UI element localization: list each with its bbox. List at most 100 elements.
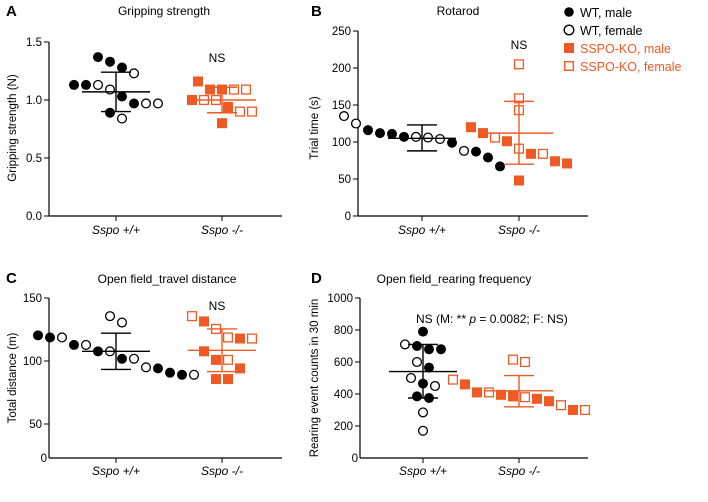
panel-c-wt-female-point: [128, 353, 140, 364]
panel-a-ko-male-point: [223, 101, 233, 112]
panel-c-xtick-label-ko: Sspo -/-: [201, 464, 243, 478]
panel-a-ko-female-point: [240, 84, 252, 95]
panel-c: C Open field_travel distance Total dista…: [6, 270, 282, 478]
panel-b-wt-female-point: [422, 132, 434, 143]
panel-c-yticks: 0 50 100 150: [23, 293, 49, 465]
panel-letter-b: B: [311, 3, 322, 20]
panel-b-ko-male-point: [550, 156, 560, 167]
legend: WT, male WT, female SSPO-KO, male SSPO-K…: [563, 6, 681, 74]
panel-a-wt-male-point: [117, 62, 127, 73]
panel-c-significance: NS: [209, 299, 226, 313]
panel-c-wt-female-point: [140, 362, 152, 373]
panel-c-ko-female-point: [246, 333, 258, 344]
panel-b-ytick-label: 150: [332, 100, 351, 112]
panel-a: A Gripping strength Gripping strength (N…: [6, 3, 282, 237]
panel-b-ko-male-point: [502, 136, 512, 147]
panel-d-ko-female-point: [519, 356, 531, 368]
panel-d-wt-male-point: [436, 344, 446, 355]
panel-b-wt-male-point: [483, 152, 493, 163]
panel-c-ko-male-point: [235, 333, 245, 344]
panel-d-significance-suffix: = 0.0082; F: NS): [476, 312, 568, 326]
panel-a-y-axis-label: Gripping strength (N): [7, 74, 19, 182]
legend-label-wt-female: WT, female: [580, 24, 643, 38]
panel-d-xtick-label-ko: Sspo -/-: [498, 464, 540, 478]
legend-label-ko-female: SSPO-KO, female: [580, 60, 681, 74]
panel-c-wt-male-point: [33, 330, 43, 341]
panel-c-wt-male-point: [177, 369, 187, 380]
panel-d-yticks: 0 200 400 600 800 1000: [327, 293, 360, 465]
panel-letter-d: D: [311, 270, 322, 287]
panel-d-wt-male-point: [424, 362, 434, 373]
panel-a-ko-female-point: [246, 106, 258, 117]
panel-a-wt-female-point: [116, 113, 128, 124]
panel-a-ytick-label: 1.5: [26, 37, 42, 49]
panel-d-ytick-label: 200: [334, 421, 353, 433]
panel-d-ko-female-point: [447, 374, 459, 385]
panel-b-xtick-label-wt: Sspo +/+: [398, 223, 446, 237]
panel-c-ytick-label: 0: [41, 453, 47, 465]
panel-d-data-marks: [389, 326, 591, 436]
panel-a-ko-male-point: [193, 76, 203, 87]
panel-b-wt-female-point: [338, 111, 350, 122]
panel-b-ko-female-point: [489, 132, 501, 143]
panel-c-wt-male-point: [117, 353, 127, 364]
panel-b-ytick-label: 250: [332, 26, 351, 38]
panel-a-ko-female-point: [234, 106, 246, 117]
panel-d-wt-female-point: [429, 380, 441, 392]
panel-d-ko-male-point: [568, 405, 578, 415]
panel-letter-c: C: [6, 270, 17, 287]
legend-marker-wt-female: [563, 24, 575, 36]
panel-d-ko-female-point: [507, 354, 519, 365]
panel-d-wt-male-point: [424, 344, 434, 355]
panel-d-ko-male-point: [544, 396, 554, 407]
panel-c-wt-male-point: [153, 363, 163, 374]
panel-d-y-axis-label: Rearing event counts in 30 min: [309, 299, 321, 458]
panel-a-ytick-label: 0.5: [26, 153, 42, 165]
panel-c-xtick-label-wt: Sspo +/+: [92, 464, 140, 478]
panel-b-wt-male-point: [447, 137, 457, 148]
legend-label-wt-male: WT, male: [580, 6, 632, 20]
panel-b-ko-male-point: [466, 122, 476, 133]
panel-b-ko-male-point: [514, 175, 524, 186]
panel-a-significance: NS: [209, 51, 226, 65]
panel-d-wt-female-point: [405, 372, 417, 384]
legend-marker-ko-male: [564, 43, 574, 53]
legend-label-ko-male: SSPO-KO, male: [580, 42, 671, 56]
panel-letter-a: A: [6, 3, 17, 20]
panel-a-wt-female-point: [152, 98, 164, 109]
panel-a-yticks: 0.0 0.5 1.0 1.5: [26, 37, 49, 223]
panel-b-ko-female-point: [537, 148, 549, 159]
panel-d-ko-male-point: [460, 379, 470, 390]
panel-d-ko-female-point: [579, 404, 591, 416]
panel-b-ko-male-point: [526, 148, 536, 159]
legend-marker-wt-male: [564, 7, 574, 17]
panel-d: D Open field_rearing frequency Rearing e…: [309, 270, 591, 478]
panel-d-wt-male-point: [412, 341, 422, 351]
panel-a-wt-male-point: [93, 52, 103, 63]
panel-c-ko-male-point: [199, 346, 209, 357]
panel-d-ytick-label: 600: [334, 357, 353, 369]
panel-c-wt-female-point: [116, 317, 128, 328]
panel-c-wt-male-point: [69, 339, 79, 350]
panel-d-significance-prefix: NS (M: **: [416, 312, 469, 326]
panel-d-wt-male-point: [418, 326, 428, 337]
panel-c-ko-male-point: [199, 316, 209, 327]
panel-b-ytick-label: 200: [332, 63, 351, 75]
panel-a-ko-female-point: [228, 84, 240, 95]
legend-marker-ko-female: [564, 61, 575, 72]
panel-c-wt-female-point: [56, 332, 68, 343]
panel-b-title: Rotarod: [437, 4, 480, 18]
panel-a-wt-female-point: [140, 98, 152, 109]
panel-d-ytick-label: 400: [334, 389, 353, 401]
panel-a-wt-male-point: [69, 79, 79, 90]
panel-c-ytick-label: 100: [23, 356, 42, 368]
panel-d-ytick-label: 0: [352, 453, 358, 465]
panel-c-ytick-label: 150: [23, 293, 42, 305]
panel-d-ko-female-point: [519, 392, 531, 403]
panel-c-ytick-label: 50: [29, 419, 42, 431]
panel-c-ko-male-point: [223, 374, 233, 385]
panel-d-ko-male-point: [532, 393, 542, 404]
panel-d-ytick-label: 800: [334, 325, 353, 337]
panel-b-wt-male-point: [471, 146, 481, 157]
